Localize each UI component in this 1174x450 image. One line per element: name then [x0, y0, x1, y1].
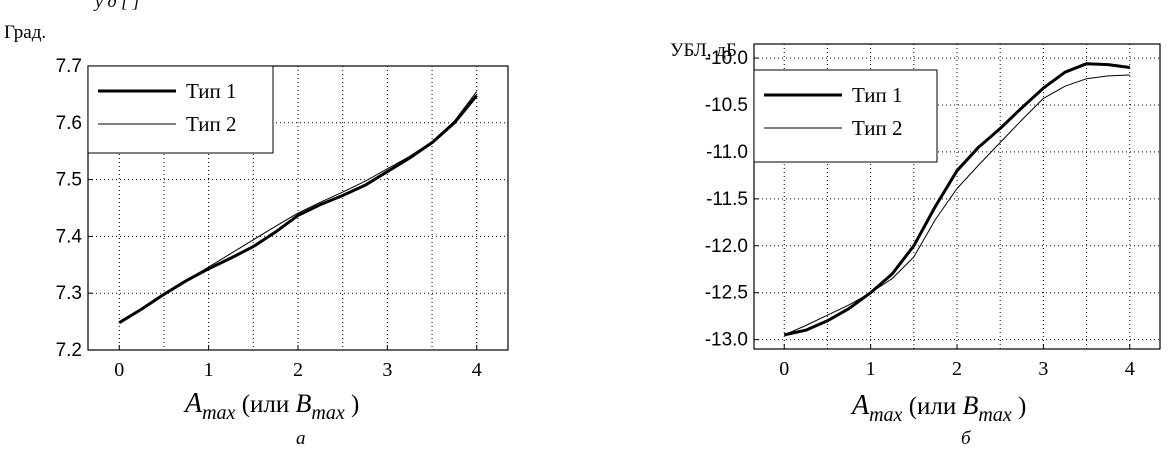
x-axis-label-part: (или	[235, 391, 295, 418]
legend-label: Тип 1	[852, 83, 903, 107]
y-tick-label: -12.5	[705, 283, 748, 304]
x-axis-label-part: )	[345, 391, 360, 418]
chart-2: 0 1 2 3 4 -13.0 -12.5 -12.0 -11.5 -11.0 -10.5 -10.0…	[670, 40, 1161, 449]
y-tick-label: -13.0	[705, 330, 748, 351]
series-line-type-2	[119, 91, 478, 324]
y-tick-label: 7.4	[56, 226, 83, 247]
legend-label: Тип 1	[186, 79, 237, 103]
x-axis-label-part: A	[183, 388, 203, 419]
x-axis-label-part: B	[963, 391, 979, 420]
x-tick-label: 0	[779, 358, 789, 380]
x-tick-label: 1	[204, 359, 214, 381]
x-axis-label-part: A	[850, 390, 870, 421]
y-tick-label: 7.6	[56, 113, 82, 134]
x-tick-label: 2	[952, 358, 962, 380]
legend: Тип 1 Тип 2	[753, 69, 938, 163]
x-tick-label: 4	[472, 359, 482, 381]
y-tick-label: 7.7	[56, 56, 82, 77]
x-tick-label: 1	[866, 358, 876, 380]
x-tick-label: 3	[1038, 358, 1048, 380]
legend-box	[753, 69, 938, 163]
x-axis-label: Amax (или Bmax )	[183, 388, 359, 424]
y-tick-label: 7.5	[56, 170, 82, 191]
top-text-fragment: у д [ ]	[95, 0, 140, 11]
y-tick-label: -12.0	[705, 236, 748, 257]
x-tick-label: 2	[293, 359, 303, 381]
x-axis-label: Amax (или Bmax )	[850, 390, 1026, 426]
series-line-type-2	[784, 74, 1130, 336]
legend-label: Тип 2	[852, 116, 903, 140]
x-axis-label-part: max	[869, 404, 902, 426]
grid	[88, 65, 508, 351]
series-line-type-1	[783, 62, 1130, 337]
y-tick-label: -10.5	[705, 95, 748, 116]
y-axis-label: УБЛ, дБ	[670, 40, 737, 61]
y-tick-label: -10.0	[705, 48, 748, 69]
legend: Тип 1 Тип 2	[87, 65, 274, 154]
y-tick-label: 7.2	[56, 340, 82, 361]
y-tick-label: 7.3	[56, 283, 82, 304]
y-tick-label: -11.0	[706, 142, 748, 163]
y-axis-label: Град.	[4, 22, 46, 43]
chart-1: 0 1 2 3 4 7.2 7.3 7.4 7.5 7.6 7.7 Тип 1 Тип 2 Град. Am…	[4, 22, 509, 449]
x-tick-label: 0	[114, 359, 124, 381]
panel-sublabel: б	[961, 428, 972, 449]
panel-sublabel: а	[296, 428, 306, 449]
x-axis-label-part: B	[296, 389, 312, 418]
grid	[754, 44, 1160, 349]
y-tick-label: -11.5	[706, 189, 748, 210]
legend-label: Тип 2	[186, 112, 237, 136]
x-axis-label-part: )	[1012, 393, 1027, 420]
legend-box	[87, 65, 274, 154]
x-axis-label-part: (или	[902, 393, 962, 420]
x-axis-label-part: max	[202, 402, 235, 424]
x-axis-label-part: max	[311, 402, 344, 424]
x-tick-label: 4	[1125, 358, 1135, 380]
x-tick-label: 3	[382, 359, 392, 381]
x-axis-label-part: max	[978, 404, 1011, 426]
